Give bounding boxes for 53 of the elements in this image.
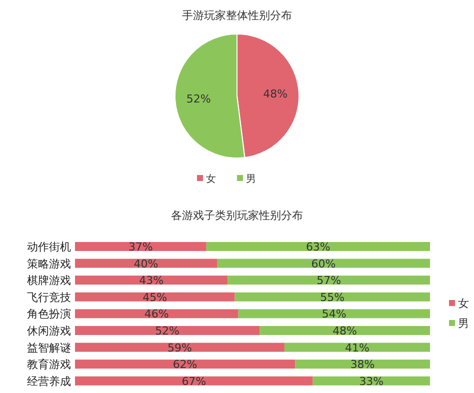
data-label: 48% [332, 324, 358, 338]
data-label: 40% [134, 257, 158, 270]
data-label: 52% [155, 324, 180, 338]
data-label: 57% [316, 274, 342, 288]
bar [75, 258, 217, 268]
bar [75, 276, 228, 285]
y-tick-label: 休闲游戏 [27, 324, 71, 338]
data-label: 54% [322, 308, 346, 321]
data-label: 59% [168, 341, 192, 354]
data-label: 37% [128, 240, 153, 254]
data-label: 48% [263, 88, 288, 101]
data-label: 55% [320, 290, 345, 304]
bar [75, 309, 238, 318]
bar [75, 342, 284, 352]
data-label: 43% [139, 274, 164, 288]
data-label: 63% [306, 240, 330, 254]
bar [228, 276, 430, 285]
data-label: 60% [311, 257, 336, 270]
chart-title: 手游玩家整体性别分布 [182, 9, 292, 22]
y-tick-label: 棋牌游戏 [27, 274, 71, 288]
data-label: 67% [182, 374, 206, 388]
legend-label: 男 [246, 174, 256, 185]
bar [217, 258, 430, 268]
bar [295, 360, 430, 369]
y-tick-label: 策略游戏 [27, 257, 71, 270]
data-label: 46% [144, 308, 169, 321]
chart-title: 各游戏子类别玩家性别分布 [171, 209, 303, 222]
y-tick-label: 角色扮演 [27, 308, 71, 321]
bar [75, 242, 206, 251]
bar [75, 360, 296, 369]
bar [206, 242, 430, 251]
legend-label: 男 [458, 317, 469, 330]
bar [75, 376, 313, 386]
data-label: 33% [359, 374, 384, 388]
data-label: 52% [186, 92, 211, 106]
bar [312, 376, 430, 386]
data-label: 41% [345, 341, 370, 354]
bar [284, 342, 430, 352]
y-tick-label: 经营养成 [27, 374, 71, 388]
y-tick-label: 动作街机 [27, 240, 71, 254]
data-label: 45% [142, 290, 168, 304]
bar [75, 326, 260, 335]
bar [75, 292, 235, 302]
bar [260, 326, 430, 335]
bar [234, 292, 430, 302]
data-label: 38% [350, 358, 375, 372]
data-label: 62% [172, 358, 198, 372]
y-tick-label: 飞行竞技 [27, 290, 71, 304]
y-tick-label: 益智解谜 [27, 341, 71, 354]
y-tick-label: 教育游戏 [27, 358, 71, 372]
legend-label: 女 [458, 297, 469, 310]
legend-label: 女 [206, 173, 216, 185]
bar [238, 309, 430, 318]
